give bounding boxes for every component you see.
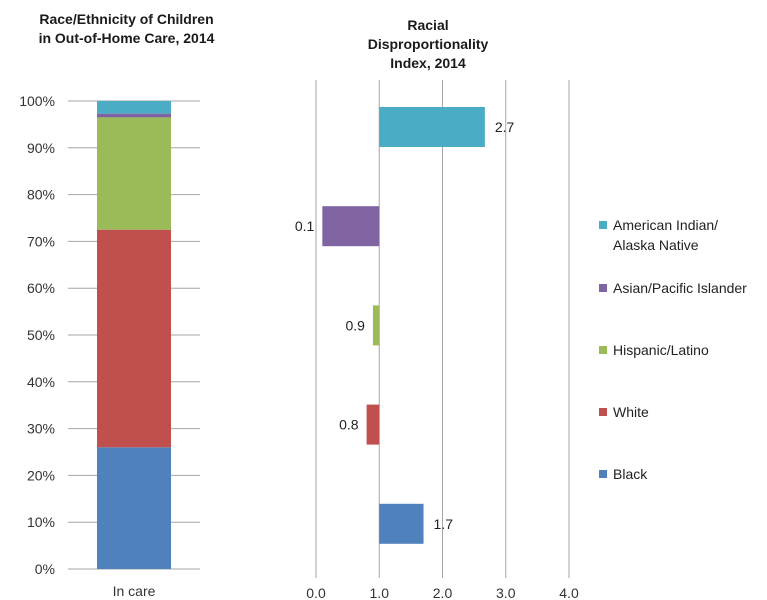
stacked-bar-chart: 0% 10% 20% 30% 40% 50% 60% 70% 80% 90% 100% In care	[19, 93, 200, 599]
x-tick-label: 0.0	[306, 585, 326, 600]
index-bar-hispanic-latino	[372, 305, 380, 346]
legend-swatch-hispanic-latino	[599, 346, 607, 354]
index-bar-white	[366, 404, 380, 445]
index-bar-american-indian-alaska-native	[379, 107, 485, 147]
bar-segment-asian-pacific-islander	[97, 113, 171, 118]
legend-label: Hispanic/Latino	[613, 342, 709, 358]
y-tick-label: 50%	[27, 327, 55, 343]
y-tick-label: 90%	[27, 140, 55, 156]
right-chart-title-line-1: Racial Disproportionality	[367, 17, 489, 52]
legend-label: White	[613, 404, 649, 420]
bar-segment-white	[97, 229, 171, 448]
y-tick-label: 60%	[27, 280, 55, 296]
x-tick-label: 2.0	[433, 585, 453, 600]
y-tick-label: 10%	[27, 514, 55, 530]
legend-label: American Indian/	[613, 217, 718, 233]
left-chart-title-line-2: in Out-of-Home Care, 2014	[38, 30, 215, 46]
legend-label: Alaska Native	[613, 237, 699, 253]
y-tick-label: 70%	[27, 233, 55, 249]
legend: American Indian/Alaska Native Asian/Pacif…	[599, 217, 747, 482]
bar-segment-hispanic-latino	[97, 117, 171, 230]
index-bar-asian-pacific-islander	[322, 206, 380, 247]
data-label: 0.8	[339, 417, 359, 433]
bar-segment-black	[97, 447, 171, 569]
left-chart-title-line-1: Race/Ethnicity of Children	[39, 11, 214, 27]
disproportionality-bar-chart: 0.0 1.0 2.0 3.0 4.0 2.7 0.1 0.9 0.8 1.7	[295, 80, 579, 600]
y-tick-label: 80%	[27, 187, 55, 203]
data-label: 2.7	[495, 119, 515, 135]
legend-label: Black	[613, 466, 648, 482]
legend-label: Asian/Pacific Islander	[613, 280, 747, 296]
data-label: 1.7	[434, 516, 454, 532]
y-tick-label: 30%	[27, 421, 55, 437]
legend-swatch-asian-pacific-islander	[599, 284, 607, 292]
x-tick-label: 4.0	[559, 585, 579, 600]
y-tick-label: 40%	[27, 374, 55, 390]
x-category-label: In care	[113, 583, 156, 599]
legend-swatch-american-indian-alaska-native	[599, 221, 607, 229]
bar-segment-american-indian-alaska-native	[97, 101, 171, 114]
y-tick-label: 0%	[35, 561, 55, 577]
legend-swatch-white	[599, 408, 607, 416]
x-tick-label: 1.0	[370, 585, 390, 600]
legend-swatch-black	[599, 470, 607, 478]
data-label: 0.1	[295, 218, 315, 234]
data-label: 0.9	[345, 317, 365, 333]
x-tick-label: 3.0	[496, 585, 516, 600]
y-tick-label: 20%	[27, 467, 55, 483]
left-chart-title: Race/Ethnicity of Children in Out-of-Hom…	[0, 10, 253, 48]
y-tick-label: 100%	[19, 93, 55, 109]
right-chart-title: Racial Disproportionality Index, 2014	[353, 16, 503, 73]
right-chart-title-line-2: Index, 2014	[390, 55, 466, 71]
index-bar-black	[379, 503, 424, 544]
